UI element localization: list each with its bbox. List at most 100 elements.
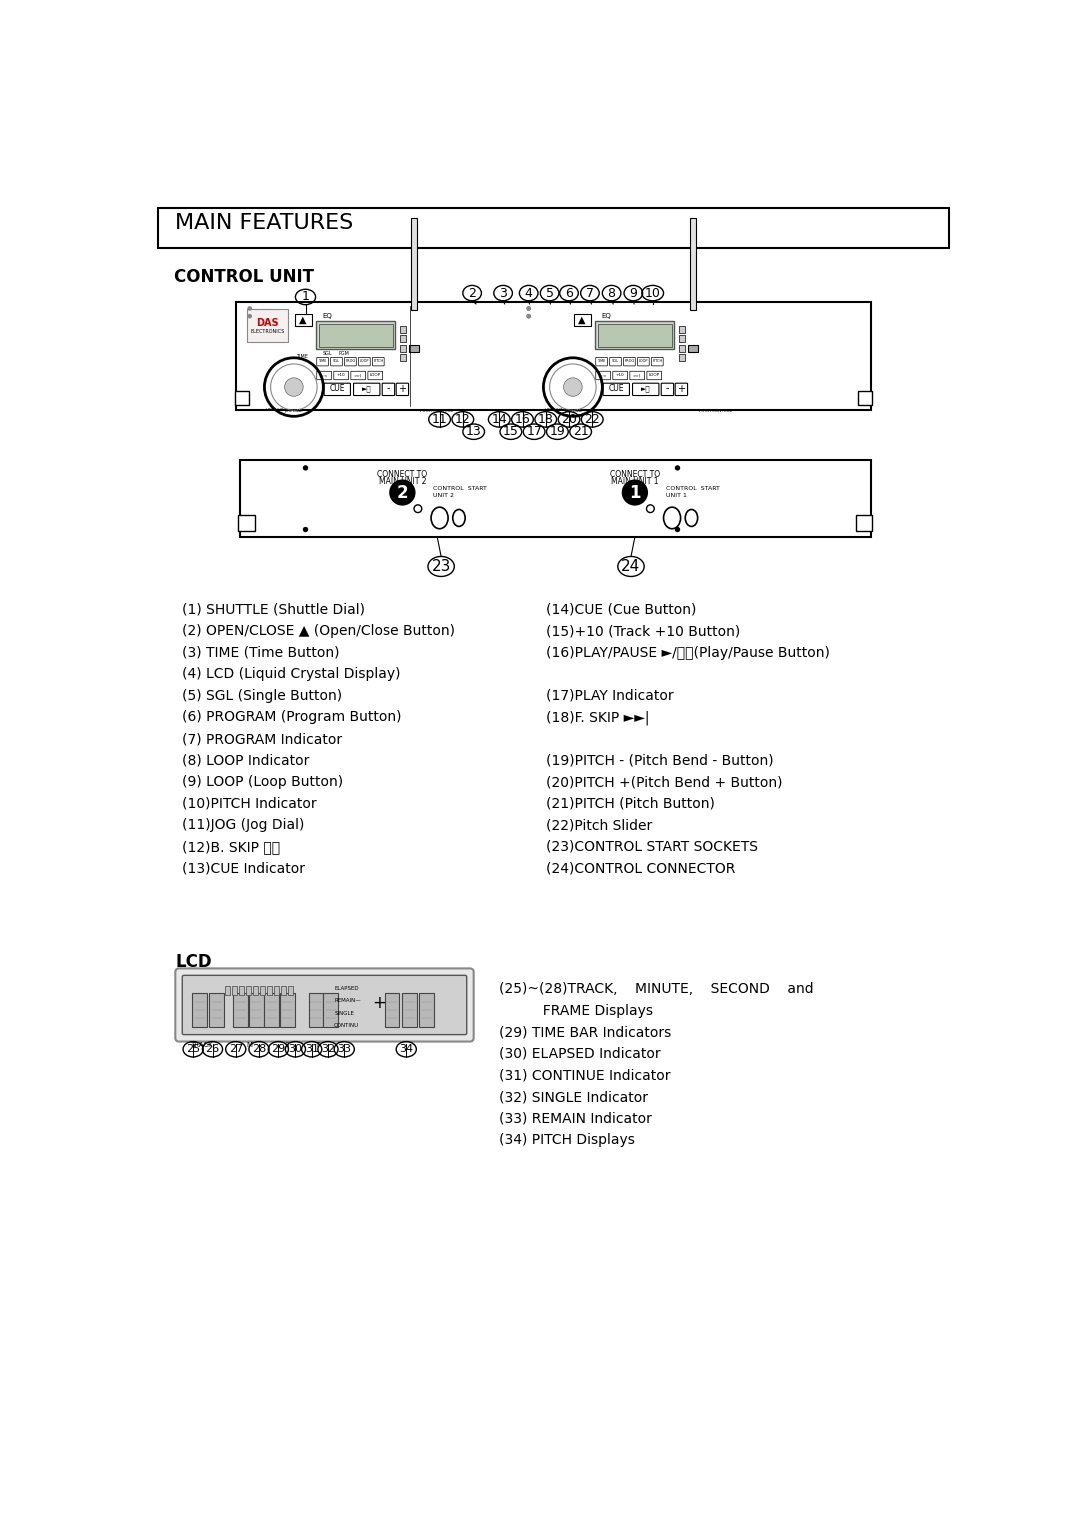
- FancyBboxPatch shape: [675, 383, 688, 395]
- Text: >>|: >>|: [633, 374, 642, 378]
- FancyBboxPatch shape: [651, 357, 663, 366]
- FancyBboxPatch shape: [419, 993, 434, 1026]
- Text: LOOP: LOOP: [360, 358, 369, 363]
- FancyBboxPatch shape: [859, 390, 872, 404]
- FancyBboxPatch shape: [246, 310, 288, 342]
- Text: PITCH CONTROL: PITCH CONTROL: [699, 409, 732, 413]
- Text: (4) LCD (Liquid Crystal Display): (4) LCD (Liquid Crystal Display): [181, 668, 400, 682]
- Circle shape: [247, 314, 252, 319]
- FancyBboxPatch shape: [248, 993, 264, 1026]
- Text: EQ: EQ: [602, 313, 611, 319]
- FancyBboxPatch shape: [210, 993, 225, 1026]
- Text: 22: 22: [584, 413, 600, 425]
- Text: (5) SGL (Single Button): (5) SGL (Single Button): [181, 689, 341, 703]
- Circle shape: [247, 307, 252, 311]
- Circle shape: [526, 314, 531, 319]
- FancyBboxPatch shape: [353, 383, 380, 395]
- Text: CONTROL  START: CONTROL START: [433, 485, 487, 491]
- Circle shape: [526, 314, 531, 319]
- Text: (33) REMAIN Indicator: (33) REMAIN Indicator: [499, 1112, 652, 1125]
- Text: 12: 12: [455, 413, 471, 425]
- Text: 17: 17: [526, 425, 542, 438]
- Text: (18)F. SKIP ►►|: (18)F. SKIP ►►|: [545, 711, 649, 724]
- FancyBboxPatch shape: [267, 987, 272, 996]
- FancyBboxPatch shape: [409, 345, 419, 352]
- FancyBboxPatch shape: [688, 345, 698, 352]
- FancyBboxPatch shape: [334, 371, 349, 380]
- FancyBboxPatch shape: [368, 371, 382, 380]
- Text: PITCH: PITCH: [374, 358, 383, 363]
- Text: JOG DIAL: JOG DIAL: [564, 409, 582, 413]
- Text: ELECTRONICS: ELECTRONICS: [251, 329, 285, 334]
- FancyBboxPatch shape: [345, 357, 356, 366]
- FancyBboxPatch shape: [260, 987, 266, 996]
- FancyBboxPatch shape: [623, 357, 635, 366]
- FancyBboxPatch shape: [239, 987, 244, 996]
- Text: UNIT 2: UNIT 2: [433, 493, 455, 497]
- FancyBboxPatch shape: [316, 357, 328, 366]
- FancyBboxPatch shape: [225, 987, 230, 996]
- Text: PROG: PROG: [346, 358, 355, 363]
- FancyBboxPatch shape: [856, 515, 873, 531]
- Text: (12)B. SKIP ⏮⏮: (12)B. SKIP ⏮⏮: [181, 840, 280, 854]
- Text: PGM: PGM: [339, 351, 350, 357]
- Text: TIME: TIME: [319, 358, 327, 363]
- Text: -: -: [665, 384, 670, 393]
- FancyBboxPatch shape: [373, 357, 384, 366]
- FancyBboxPatch shape: [679, 326, 685, 332]
- Text: 32: 32: [321, 1045, 335, 1054]
- Text: 19: 19: [550, 425, 565, 438]
- FancyBboxPatch shape: [323, 993, 338, 1026]
- FancyBboxPatch shape: [192, 993, 207, 1026]
- Text: 1: 1: [630, 483, 640, 502]
- Text: UNIT 1/2: UNIT 1/2: [544, 407, 563, 412]
- Circle shape: [302, 526, 308, 532]
- FancyBboxPatch shape: [596, 371, 610, 380]
- FancyBboxPatch shape: [316, 371, 332, 380]
- Text: ►⏸: ►⏸: [362, 386, 372, 392]
- Text: (13)CUE Indicator: (13)CUE Indicator: [181, 862, 305, 875]
- Text: M: M: [246, 1042, 253, 1048]
- Text: SGL: SGL: [333, 358, 340, 363]
- FancyBboxPatch shape: [280, 993, 295, 1026]
- FancyBboxPatch shape: [679, 345, 685, 352]
- Text: EQ: EQ: [322, 313, 332, 319]
- FancyBboxPatch shape: [265, 993, 279, 1026]
- Text: CONNECT TO: CONNECT TO: [610, 470, 660, 479]
- FancyBboxPatch shape: [240, 461, 872, 537]
- Text: (31) CONTINUE Indicator: (31) CONTINUE Indicator: [499, 1069, 671, 1083]
- Text: 8: 8: [608, 287, 616, 299]
- Circle shape: [284, 378, 303, 396]
- FancyBboxPatch shape: [382, 383, 394, 395]
- Circle shape: [622, 479, 648, 506]
- FancyBboxPatch shape: [679, 354, 685, 361]
- Text: F: F: [315, 1042, 320, 1048]
- FancyBboxPatch shape: [159, 209, 948, 249]
- Text: LOOP: LOOP: [638, 358, 648, 363]
- Text: 11: 11: [432, 413, 447, 425]
- Text: (29) TIME BAR Indicators: (29) TIME BAR Indicators: [499, 1025, 672, 1040]
- FancyBboxPatch shape: [596, 357, 607, 366]
- Text: 4: 4: [525, 287, 532, 299]
- FancyBboxPatch shape: [253, 987, 258, 996]
- Circle shape: [675, 526, 680, 532]
- Text: FRAME Displays: FRAME Displays: [499, 1003, 653, 1017]
- Text: S: S: [285, 1042, 289, 1048]
- Text: (9) LOOP (Loop Button): (9) LOOP (Loop Button): [181, 775, 342, 788]
- Circle shape: [526, 307, 531, 311]
- Text: 34: 34: [400, 1045, 414, 1054]
- FancyBboxPatch shape: [595, 320, 674, 349]
- Text: (7) PROGRAM Indicator: (7) PROGRAM Indicator: [181, 732, 341, 746]
- FancyBboxPatch shape: [403, 993, 417, 1026]
- Text: UNIT 1: UNIT 1: [666, 493, 687, 497]
- Text: 30: 30: [288, 1045, 302, 1054]
- FancyBboxPatch shape: [281, 987, 286, 996]
- Text: 2: 2: [396, 483, 408, 502]
- Text: (17)PLAY Indicator: (17)PLAY Indicator: [545, 689, 673, 703]
- FancyBboxPatch shape: [246, 987, 252, 996]
- FancyBboxPatch shape: [400, 326, 406, 332]
- Text: 26: 26: [205, 1045, 219, 1054]
- FancyBboxPatch shape: [400, 354, 406, 361]
- FancyBboxPatch shape: [239, 515, 255, 531]
- Text: (14)CUE (Cue Button): (14)CUE (Cue Button): [545, 602, 697, 616]
